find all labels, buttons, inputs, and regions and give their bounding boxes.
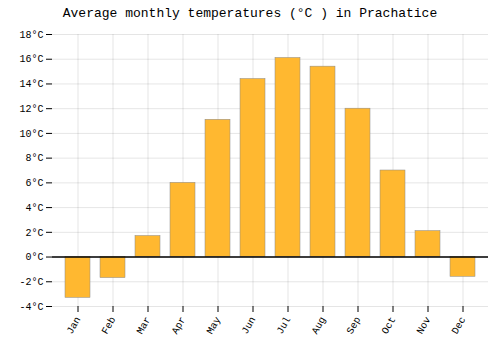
svg-text:Sep: Sep xyxy=(345,315,364,336)
svg-text:Mar: Mar xyxy=(135,315,154,336)
svg-text:10°C: 10°C xyxy=(19,129,43,140)
svg-text:-2°C: -2°C xyxy=(19,277,43,288)
svg-text:Dec: Dec xyxy=(450,315,469,336)
svg-text:16°C: 16°C xyxy=(19,54,43,65)
svg-text:Oct: Oct xyxy=(380,315,399,336)
svg-text:8°C: 8°C xyxy=(25,153,43,164)
svg-text:2°C: 2°C xyxy=(25,228,43,239)
svg-text:Nov: Nov xyxy=(415,315,434,336)
html-text:Average monthly temperatures (: Average monthly temperatures (°C ) in Pr… xyxy=(62,6,438,21)
svg-text:Jul: Jul xyxy=(275,315,294,336)
svg-text:0°C: 0°C xyxy=(25,252,43,263)
svg-text:6°C: 6°C xyxy=(25,178,43,189)
svg-text:4°C: 4°C xyxy=(25,203,43,214)
svg-text:Aug: Aug xyxy=(310,315,329,336)
svg-text:18°C: 18°C xyxy=(19,30,43,41)
svg-text:May: May xyxy=(205,315,224,336)
svg-text:-4°C: -4°C xyxy=(19,302,43,313)
svg-text:Apr: Apr xyxy=(170,315,189,336)
svg-text:Feb: Feb xyxy=(100,315,119,336)
svg-text:Jun: Jun xyxy=(240,315,259,336)
svg-text:14°C: 14°C xyxy=(19,79,43,90)
svg-text:12°C: 12°C xyxy=(19,104,43,115)
svg-text:Jan: Jan xyxy=(65,315,84,336)
